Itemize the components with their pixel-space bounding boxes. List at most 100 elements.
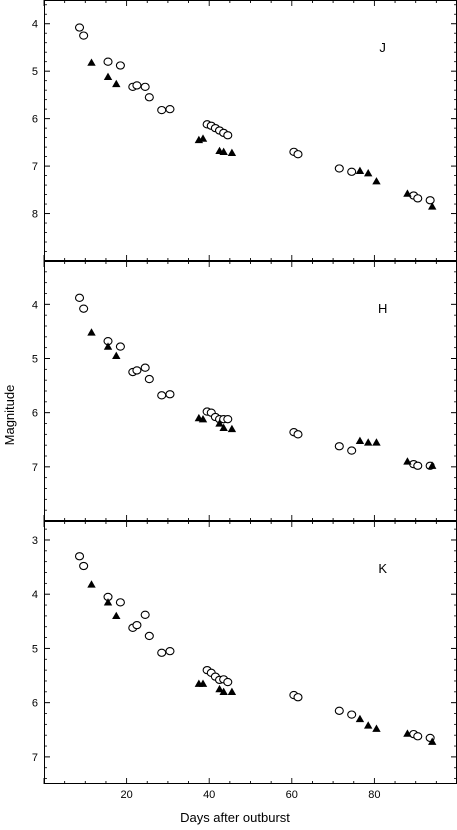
data-point-filled-triangle [87,58,96,66]
data-point-open-circle [79,31,89,40]
data-point-filled-triangle [219,423,228,431]
data-point-filled-triangle [215,419,224,427]
data-point-filled-triangle [428,737,437,745]
data-point-filled-triangle [103,598,113,606]
panel-frame [44,521,457,784]
y-tick-label: 6 [32,408,38,420]
data-point-filled-triangle [364,721,373,729]
data-point-open-circle [157,391,167,400]
data-point-filled-triangle [112,79,121,88]
data-point-filled-triangle [372,724,381,732]
y-tick-label: 5 [32,643,38,655]
y-tick-label: 6 [32,114,38,126]
data-point-filled-triangle [227,424,237,433]
data-point-open-circle [115,598,125,607]
data-point-open-circle [140,610,150,619]
x-tick-label: 40 [203,789,215,801]
data-point-filled-triangle [428,202,437,210]
y-tick-label: 8 [32,209,38,221]
x-tick-label: 20 [120,789,132,801]
data-point-filled-triangle [112,351,121,359]
data-point-open-circle [223,131,233,140]
data-point-filled-triangle [215,684,224,693]
y-tick-label: 7 [32,161,38,173]
data-point-open-circle [334,706,344,715]
data-point-open-circle [74,293,85,302]
data-point-filled-triangle [364,169,373,177]
data-point-filled-triangle [355,436,365,444]
data-point-open-circle [140,363,150,372]
y-tick-label: 3 [32,535,38,547]
data-point-open-circle [334,442,344,451]
data-point-filled-triangle [103,72,113,81]
y-tick-label: 6 [32,698,38,710]
data-point-open-circle [347,446,357,455]
data-point-open-circle [165,646,175,656]
data-point-filled-triangle [198,134,208,142]
data-point-filled-triangle [355,714,365,723]
data-point-filled-triangle [403,457,412,465]
data-point-open-circle [157,105,167,115]
data-point-open-circle [79,304,89,313]
data-point-filled-triangle [372,438,381,446]
data-point-open-circle [293,150,303,159]
data-point-open-circle [413,194,423,203]
data-point-open-circle [165,390,175,399]
data-point-open-circle [79,561,89,571]
data-point-filled-triangle [87,580,96,588]
data-point-open-circle [132,620,142,630]
data-point-open-circle [144,631,154,641]
y-tick-label: 7 [32,752,38,764]
data-point-filled-triangle [112,611,121,620]
data-point-filled-triangle [219,147,228,156]
data-point-filled-triangle [219,687,228,695]
y-tick-label: 4 [32,299,38,311]
x-tick-label: 60 [286,789,298,801]
data-point-open-circle [74,23,85,32]
panel-k: 3 4 5 6 7 K [32,521,457,784]
panel-frame [44,0,457,261]
data-point-open-circle [223,677,233,687]
y-tick-label: 4 [32,19,38,31]
data-point-open-circle [144,374,154,384]
data-point-filled-triangle [403,189,412,197]
data-point-open-circle [144,93,154,102]
data-point-open-circle [103,57,113,66]
x-tick-label: 80 [368,789,380,801]
data-point-filled-triangle [403,729,412,737]
data-point-open-circle [293,693,303,702]
data-point-filled-triangle [355,166,365,174]
panel-label: K [378,561,387,576]
data-point-open-circle [132,81,142,90]
data-point-open-circle [413,732,423,741]
y-tick-label: 7 [32,462,38,474]
data-point-filled-triangle [227,687,237,695]
data-point-open-circle [115,342,125,351]
data-point-filled-triangle [198,679,208,687]
data-point-open-circle [347,167,357,176]
panel-frame [44,261,457,521]
y-tick-label: 4 [32,589,38,601]
data-point-open-circle [115,61,125,70]
y-axis-title: Magnitude [2,385,17,446]
data-point-open-circle [293,430,303,439]
data-point-filled-triangle [372,177,381,185]
data-point-filled-triangle [198,414,208,423]
data-point-open-circle [425,196,435,205]
data-point-open-circle [74,552,85,561]
data-point-filled-triangle [428,461,437,469]
panel-h: 4 5 6 7 H [32,260,457,521]
y-tick-label: 5 [32,66,38,78]
x-axis-title: Days after outburst [180,810,290,825]
panel-label: J [379,40,386,55]
data-point-filled-triangle [227,148,237,156]
data-point-filled-triangle [364,438,373,446]
data-point-open-circle [140,82,150,91]
data-point-open-circle [334,164,344,173]
data-point-open-circle [157,648,167,657]
data-point-open-circle [413,461,423,470]
y-tick-label: 5 [32,354,38,366]
data-point-open-circle [165,104,175,114]
data-point-filled-triangle [87,328,96,336]
